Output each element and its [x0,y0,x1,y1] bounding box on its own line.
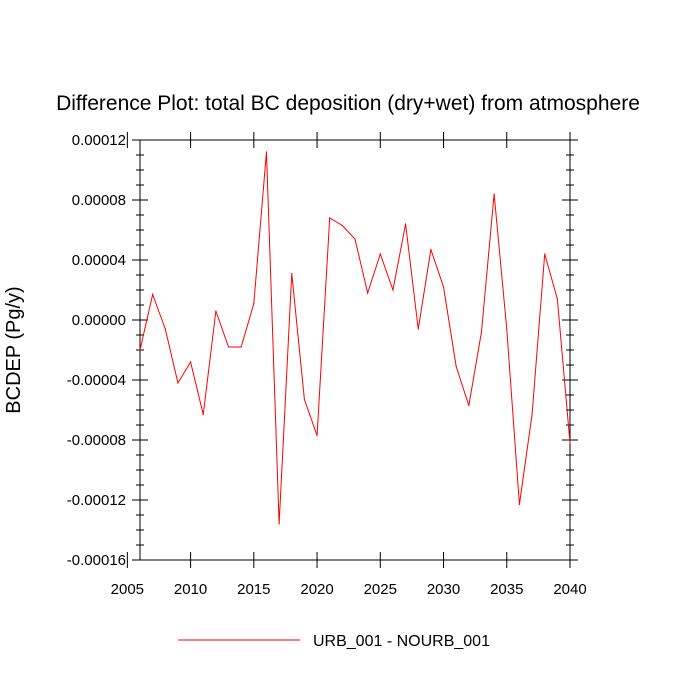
legend: URB_001 - NOURB_001 [178,633,490,650]
data-point [392,289,394,291]
x-tick-label: 2030 [427,581,460,598]
data-point [367,292,369,294]
data-point [227,346,230,348]
data-point [493,193,495,195]
data-point [379,253,381,255]
plot-axes: 0.00012 0.00008 0.00004 0.00000 -0.00004 -0.0… [67,132,587,598]
y-tick-label: 0.00008 [72,192,126,209]
data-point [152,293,154,296]
data-point [189,361,192,363]
data-point [329,217,331,219]
data-point [531,413,533,416]
x-tick-label: 2015 [237,581,270,598]
data-point [480,331,483,333]
x-tick-label: 2035 [490,581,523,598]
data-point [139,349,141,351]
data-point [442,286,445,288]
data-point [430,248,432,251]
y-tick-label: -0.00004 [67,372,126,389]
y-tick-label: 0.00000 [72,312,126,329]
data-point [455,365,457,368]
data-point [468,404,470,407]
data-point [518,503,521,506]
data-point [240,346,242,348]
data-point [202,413,204,416]
data-point [544,253,546,255]
data-point [253,302,255,305]
data-point [291,272,293,275]
y-tick-label: -0.00008 [67,432,126,449]
data-point [341,224,343,227]
data-point [303,398,306,401]
chart-title: Difference Plot: total BC deposition (dr… [56,92,640,115]
y-axis-label: BCDEP (Pg/y) [3,286,25,413]
y-tick-label: 0.00012 [72,132,126,149]
data-point [177,382,179,384]
data-point [404,223,407,225]
data-point [215,310,217,312]
data-point [556,298,558,300]
series-line [139,151,571,525]
x-tick-label: 2040 [553,581,586,598]
x-tick-label: 2010 [174,581,207,598]
x-tick-label: 2020 [300,581,333,598]
data-point [417,328,419,330]
y-tick-label: 0.00004 [72,252,126,269]
data-point [278,523,280,525]
x-tick-label: 2025 [364,581,397,598]
data-point [569,442,571,444]
x-tick-label: 2005 [111,581,144,598]
legend-label: URB_001 - NOURB_001 [313,633,490,650]
data-point [354,238,356,240]
data-point [316,434,318,437]
plot-frame [139,139,571,561]
data-point [265,151,268,153]
data-point [164,328,166,330]
data-point [506,328,508,330]
y-tick-label: -0.00012 [67,492,126,509]
series-group [139,151,571,525]
y-tick-label: -0.00016 [67,552,126,569]
